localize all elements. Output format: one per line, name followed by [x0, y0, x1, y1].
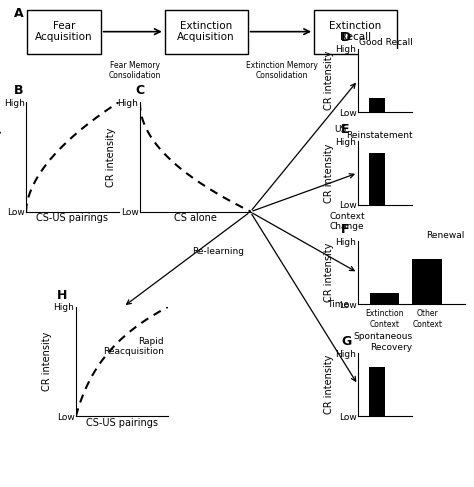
Y-axis label: CR intensity: CR intensity: [0, 128, 2, 187]
Text: B: B: [14, 84, 24, 97]
Text: D: D: [341, 31, 352, 44]
Text: Context
Change: Context Change: [329, 212, 365, 231]
Text: Extinction Memory
Consolidation: Extinction Memory Consolidation: [246, 61, 318, 80]
Text: Renewal: Renewal: [426, 231, 465, 240]
Y-axis label: CR intensity: CR intensity: [324, 243, 334, 302]
Bar: [369, 367, 384, 416]
Text: A: A: [14, 7, 24, 20]
Text: G: G: [341, 335, 352, 348]
Text: Extinction
Recall: Extinction Recall: [329, 21, 382, 42]
Y-axis label: CR intensity: CR intensity: [324, 355, 334, 414]
Y-axis label: CR intensity: CR intensity: [42, 332, 52, 391]
X-axis label: CS alone: CS alone: [174, 213, 217, 223]
Bar: [412, 259, 442, 304]
Bar: [369, 98, 384, 112]
Text: Time: Time: [327, 300, 349, 309]
Text: H: H: [57, 289, 67, 302]
Text: Extinction
Acquisition: Extinction Acquisition: [177, 21, 235, 42]
Text: Reinstatement: Reinstatement: [346, 131, 412, 140]
X-axis label: CS-US pairings: CS-US pairings: [86, 418, 158, 428]
Bar: [27, 10, 101, 54]
Y-axis label: CR intensity: CR intensity: [324, 143, 334, 203]
Text: Good Recall: Good Recall: [358, 38, 412, 47]
Bar: [370, 293, 400, 304]
X-axis label: CS-US pairings: CS-US pairings: [36, 213, 108, 223]
Bar: [314, 10, 397, 54]
Text: Rapid
Reacquisition: Rapid Reacquisition: [103, 337, 164, 356]
Text: C: C: [135, 84, 144, 97]
Y-axis label: CR intensity: CR intensity: [106, 128, 116, 187]
Text: Spontaneous
Recovery: Spontaneous Recovery: [353, 333, 412, 352]
Text: F: F: [341, 223, 350, 236]
Bar: [165, 10, 247, 54]
Text: Fear
Acquisition: Fear Acquisition: [35, 21, 93, 42]
Bar: [369, 152, 384, 205]
Y-axis label: CR intensity: CR intensity: [324, 51, 334, 110]
Text: US: US: [334, 125, 346, 133]
Text: Re-learning: Re-learning: [192, 247, 244, 256]
Text: Fear Memory
Consolidation: Fear Memory Consolidation: [109, 61, 161, 80]
Text: E: E: [341, 123, 350, 136]
